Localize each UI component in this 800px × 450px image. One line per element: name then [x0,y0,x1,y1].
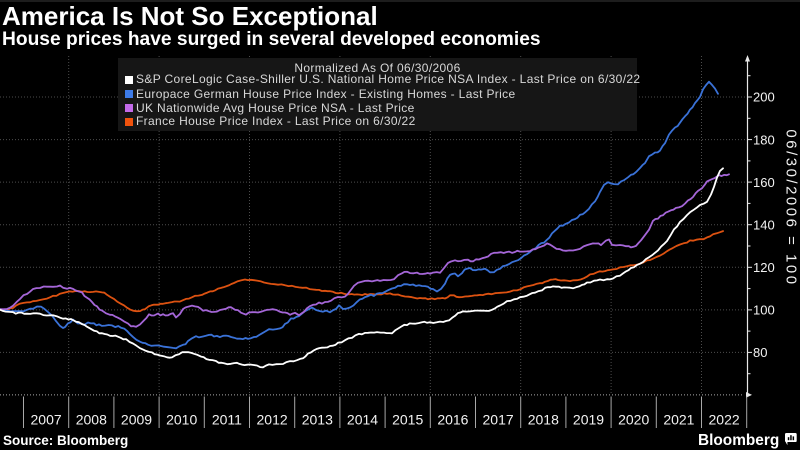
svg-text:2013: 2013 [302,412,333,428]
svg-text:2018: 2018 [528,412,559,428]
svg-text:2017: 2017 [483,412,514,428]
svg-text:06/30/2006 = 100: 06/30/2006 = 100 [783,129,800,286]
svg-text:2015: 2015 [392,412,423,428]
svg-text:100: 100 [753,303,775,318]
svg-text:180: 180 [753,132,775,147]
svg-text:2007: 2007 [31,412,62,428]
svg-text:2019: 2019 [573,412,604,428]
svg-text:2016: 2016 [437,412,468,428]
svg-text:2011: 2011 [212,412,242,428]
svg-text:200: 200 [753,90,775,105]
svg-text:2021: 2021 [663,412,694,428]
svg-text:2022: 2022 [709,412,740,428]
svg-text:120: 120 [753,260,775,275]
svg-text:2010: 2010 [166,412,197,428]
svg-text:140: 140 [753,217,775,232]
svg-text:2009: 2009 [121,412,152,428]
svg-text:2020: 2020 [618,412,649,428]
svg-text:80: 80 [753,345,767,360]
svg-text:2014: 2014 [347,412,378,428]
svg-text:2008: 2008 [76,412,107,428]
svg-text:160: 160 [753,175,775,190]
svg-text:2012: 2012 [257,412,288,428]
